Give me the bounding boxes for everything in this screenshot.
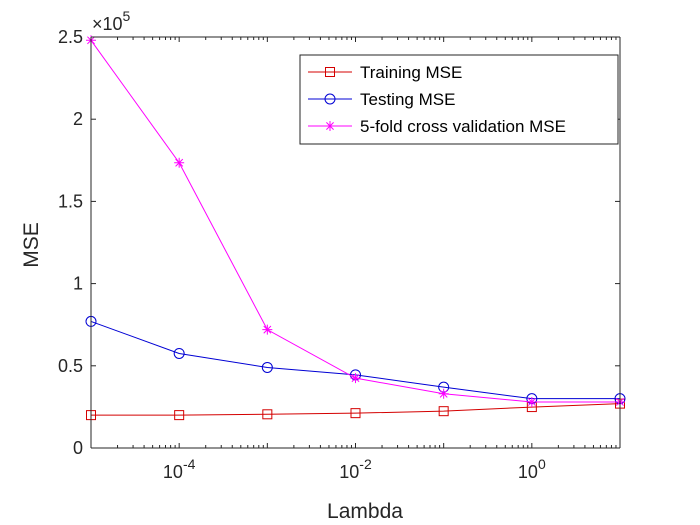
data-point	[262, 324, 273, 335]
legend-item: Testing MSE	[308, 90, 455, 109]
y-axis-label: MSE	[20, 222, 43, 268]
x-tick-label: 10-2	[339, 456, 372, 482]
legend-item: Training MSE	[308, 63, 462, 82]
y-tick-label: 1	[73, 274, 83, 294]
legend: Training MSE Testing MSE 5-fold cross vali…	[299, 54, 619, 145]
legend-item: 5-fold cross validation MSE	[308, 117, 566, 136]
legend-marker	[325, 67, 335, 77]
x-axis-label: Lambda	[327, 500, 403, 523]
y-axis-multiplier: ×105	[92, 8, 131, 34]
labels-layer: Lambda MSE ×105	[20, 8, 403, 523]
y-axis-multiplier-exponent: 5	[123, 8, 131, 24]
data-point	[526, 396, 537, 407]
legend-label: Testing MSE	[360, 90, 455, 109]
data-point	[262, 409, 273, 420]
legend-box	[299, 54, 619, 145]
y-tick-label: 0	[73, 438, 83, 458]
legend-label: 5-fold cross validation MSE	[360, 117, 566, 136]
y-tick-label: 2	[73, 109, 83, 129]
x-tick-label: 100	[518, 456, 546, 482]
data-point	[174, 157, 185, 168]
series-layer	[85, 35, 626, 421]
legend-marker	[325, 121, 335, 131]
y-tick-label: 2.5	[58, 27, 83, 47]
data-point	[438, 406, 449, 417]
legend-label: Training MSE	[360, 63, 462, 82]
data-point	[261, 361, 273, 373]
y-tick-label: 0.5	[58, 356, 83, 376]
x-tick-label: 10-4	[163, 456, 196, 482]
series-line	[91, 403, 621, 416]
legend-marker	[324, 93, 336, 105]
data-point	[350, 373, 361, 384]
y-axis-multiplier-base: ×10	[92, 14, 123, 34]
data-point	[174, 410, 185, 421]
y-tick-label: 1.5	[58, 191, 83, 211]
axes-layer: 10-4 10-2 100 0 0.5 1 1.5 2 2.5	[58, 27, 621, 482]
data-point	[350, 408, 361, 419]
data-point	[438, 388, 449, 399]
data-point	[173, 347, 185, 359]
